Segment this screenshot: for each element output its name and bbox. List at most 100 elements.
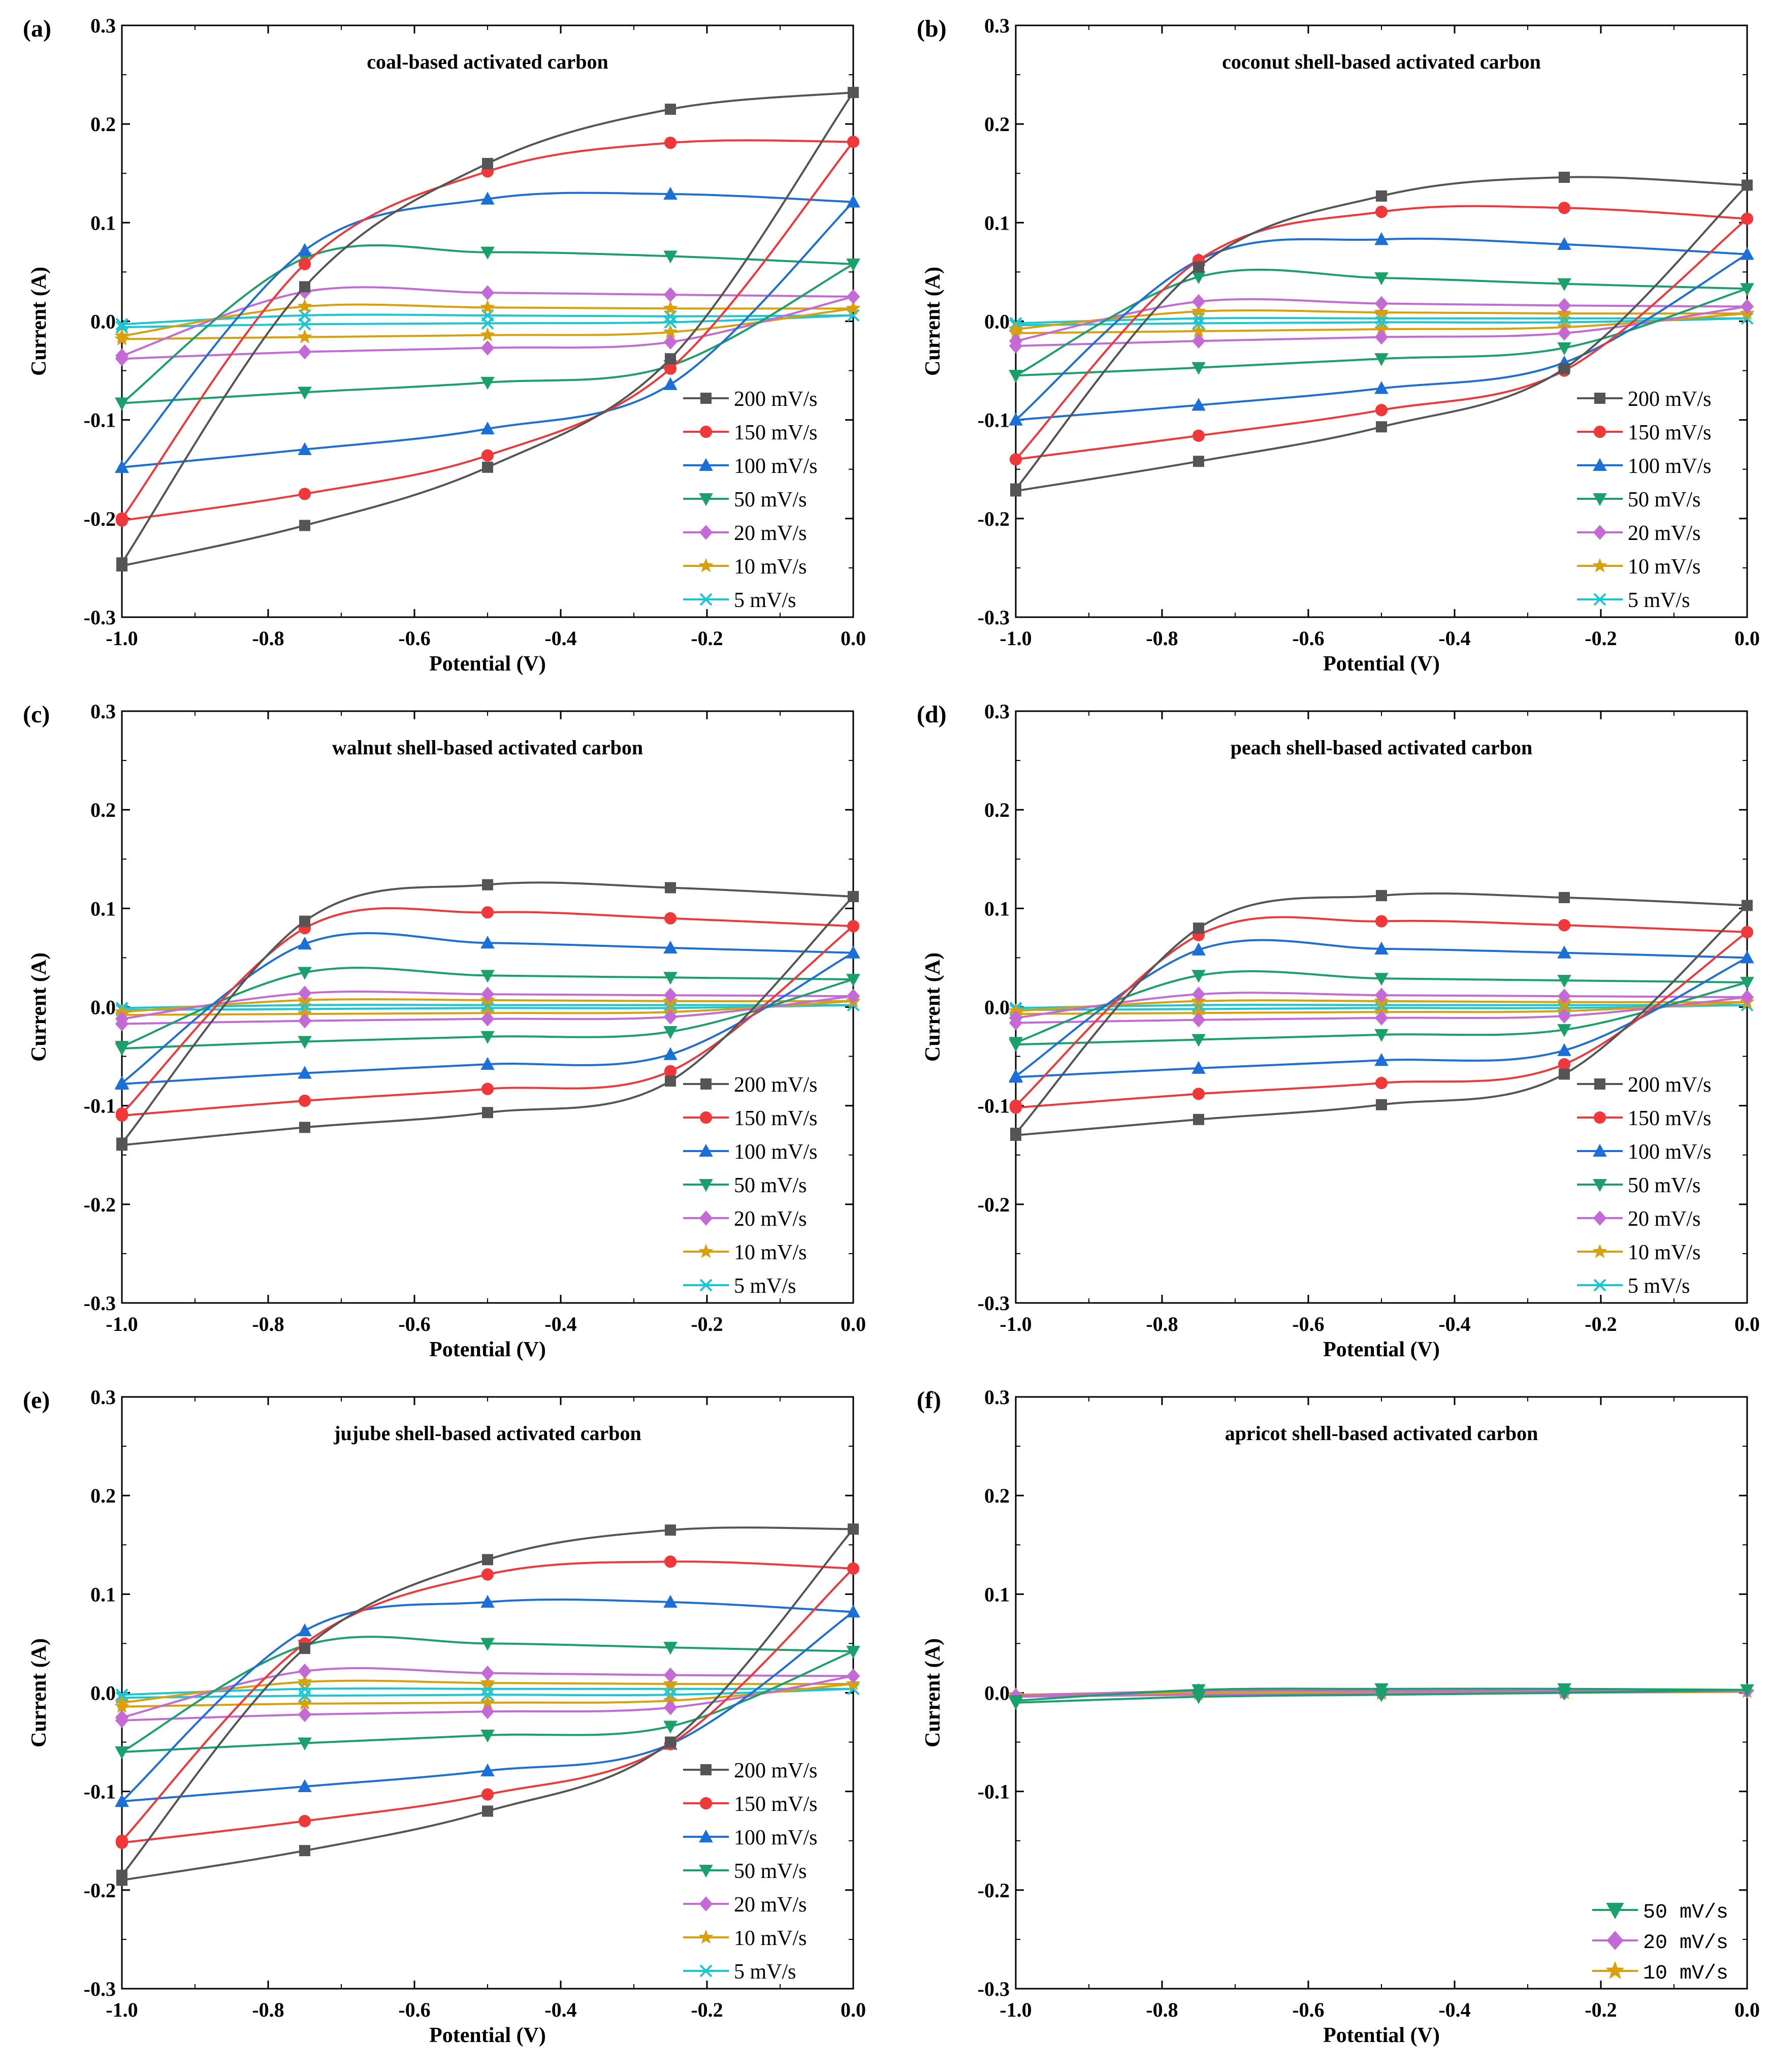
legend-entry-5-mv-s: 5 mV/s [1577,1274,1690,1298]
data-point [1374,329,1389,345]
data-point [481,1082,494,1095]
data-point [298,1066,312,1079]
x-tick-label: -0.2 [1585,1313,1617,1335]
legend-label: 10 mV/s [1628,555,1701,579]
data-point [298,258,311,270]
legend: 200 mV/s 150 mV/s 100 mV/s 50 mV/s 20 mV/s 10… [683,1759,818,1984]
x-tick-label: -0.4 [544,627,576,650]
legend-label: 5 mV/s [734,589,796,612]
legend-label: 5 mV/s [734,1274,796,1298]
data-point [1557,1043,1571,1056]
series-100-mv-s [115,932,860,1090]
data-point [665,104,676,115]
legend-marker [1593,1143,1607,1157]
x-tick-label: -0.4 [1438,627,1470,650]
legend-entry-50-mv-s: 50 mV/s [1577,1174,1701,1197]
data-point [847,136,860,148]
y-tick-label: 0.3 [90,700,116,723]
data-point [297,1696,312,1710]
series-line-upper [121,139,854,519]
data-point [846,195,860,208]
legend-entry-100-mv-s: 100 mV/s [1577,455,1712,478]
data-point [1191,271,1206,284]
data-point [298,999,311,1012]
series-line-upper [121,1526,854,1876]
data-point [1009,338,1023,354]
data-point [1192,429,1205,442]
data-point [1374,1689,1389,1702]
legend-entry-20-mv-s: 20 mV/s [1577,522,1701,545]
data-point [663,987,678,1003]
legend-marker [1593,458,1607,471]
series-line-upper [121,881,854,1144]
data-point [846,258,860,272]
data-point [1009,370,1023,383]
legend-marker [1593,525,1607,540]
series-line-upper [1015,205,1748,460]
y-axis-title: Current (A) [27,1638,51,1747]
legend-marker [1606,1903,1624,1920]
plot-area [1008,890,1755,1141]
data-point [663,300,678,315]
data-point [664,362,677,375]
legend-label: 150 mV/s [734,421,818,444]
legend-label: 10 mV/s [734,1927,807,1950]
legend-marker [699,1964,713,1978]
data-point [481,316,494,330]
data-point [1374,1029,1389,1042]
series-50-mv-s [115,244,860,410]
x-tick-label: -0.6 [398,1998,430,2021]
data-point [1191,1012,1206,1028]
legend-entry-5-mv-s: 5 mV/s [683,1960,796,1984]
data-point [1191,986,1206,1002]
data-point [1191,1691,1206,1704]
data-point [1191,1684,1206,1697]
legend-entry-200-mv-s: 200 mV/s [683,388,818,411]
data-point [1740,1684,1754,1697]
legend-marker [1605,1961,1625,1979]
data-point [1374,1010,1389,1026]
x-tick-label: 0.0 [1734,1313,1760,1335]
data-point [480,935,495,949]
legend-marker [699,1179,713,1192]
legend-entry-20-mv-s: 20 mV/s [683,522,807,545]
legend-marker [700,1764,712,1775]
legend-entry-50-mv-s: 50 mV/s [683,488,807,512]
data-point [663,377,678,390]
plot-area [1008,1683,1755,1710]
data-point [1193,922,1204,934]
plot-area [114,1523,861,1886]
y-tick-label: -0.3 [84,1292,116,1315]
y-tick-label: -0.2 [978,1879,1010,1902]
data-point [665,1524,676,1536]
data-point [1008,325,1023,340]
data-point [115,397,129,410]
series-20-mv-s [1009,294,1754,354]
legend-marker [698,558,714,572]
data-point [480,327,495,342]
data-point [1557,1687,1571,1700]
x-tick-label: -0.2 [691,627,723,650]
panel-letter: (b) [917,15,947,42]
data-point [664,1682,677,1696]
legend-entry-10-mv-s: 10 mV/s [1577,1241,1701,1264]
legend: 200 mV/s 150 mV/s 100 mV/s 50 mV/s 20 mV/s 10… [1577,1073,1712,1298]
data-point [297,1006,312,1021]
legend-marker [1593,1179,1607,1192]
x-tick-label: -0.6 [398,627,430,650]
series-200-mv-s [1010,890,1753,1141]
series-line-upper [1015,176,1748,490]
data-point [299,915,310,927]
data-point [663,1693,678,1707]
legend-entry-50-mv-s: 50 mV/s [683,1860,807,1883]
data-point [480,1675,495,1690]
legend-entry-150-mv-s: 150 mV/s [683,421,818,444]
y-tick-label: 0.2 [984,113,1010,136]
legend-label: 5 mV/s [1628,1274,1690,1298]
y-tick-label: 0.3 [90,1386,116,1409]
y-tick-label: -0.2 [978,507,1010,530]
y-tick-label: -0.1 [978,1095,1010,1118]
data-point [1010,485,1021,497]
data-point [1009,412,1023,426]
data-point [480,970,495,983]
